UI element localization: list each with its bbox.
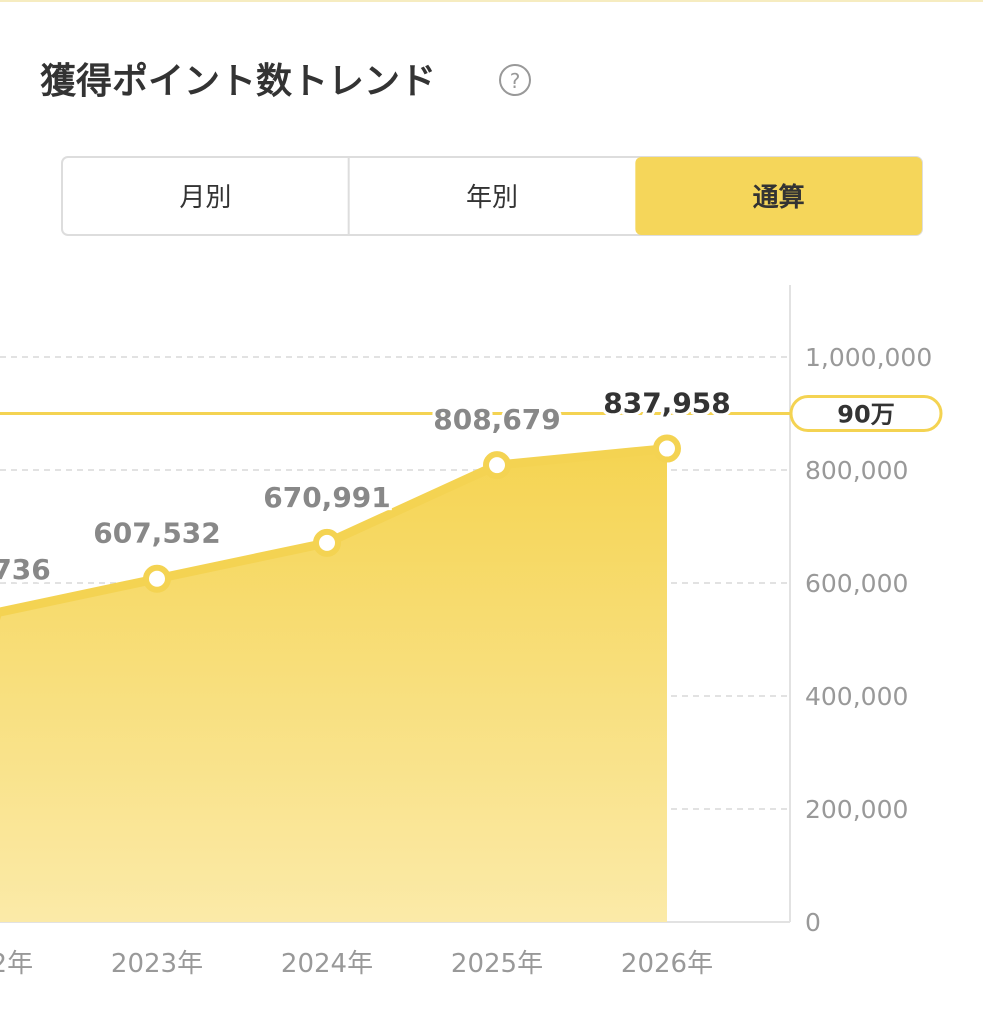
tab-label[interactable]: 年別 <box>466 183 518 213</box>
chart: 0 200,000 400,000 600,000 800,000 1,000,000 90… <box>0 285 943 979</box>
value-label: 607,532 <box>93 517 221 550</box>
y-tick-label: 200,000 <box>805 795 908 824</box>
y-tick-label: 400,000 <box>805 682 908 711</box>
x-tick-label: 2025年 <box>451 949 543 979</box>
y-tick-label: 1,000,000 <box>805 343 932 372</box>
point <box>653 434 681 463</box>
x-tick-label: 2023年 <box>111 949 203 979</box>
value-label: 808,679 <box>433 403 561 436</box>
tab-selected[interactable] <box>635 157 922 235</box>
tab-label[interactable]: 通算 <box>753 182 805 213</box>
target-pill <box>789 395 943 432</box>
x-tick-label: 2022年 <box>0 949 33 979</box>
x-tick-label: 2024年 <box>281 949 373 979</box>
value-label: 670,991 <box>263 481 391 514</box>
title: 獲得ポイント数トレンド <box>40 60 436 102</box>
help-text[interactable]: ? <box>510 69 521 93</box>
y-tick-label: 600,000 <box>805 569 908 598</box>
value-label: 543,736 <box>0 553 51 586</box>
area <box>0 448 667 922</box>
help-icon[interactable] <box>499 64 531 96</box>
y-tick-label: 0 <box>805 908 821 937</box>
x-tick-label: 2026年 <box>621 949 713 979</box>
y-tick-label: 800,000 <box>805 456 908 485</box>
target-label: 90万 <box>837 401 894 429</box>
tab-label[interactable]: 月別 <box>179 183 231 213</box>
point <box>483 451 511 480</box>
value-label: 837,958 <box>603 387 731 420</box>
point <box>313 528 341 557</box>
tab-bar: 月別 年別 通算 <box>61 156 923 236</box>
point <box>143 564 171 593</box>
